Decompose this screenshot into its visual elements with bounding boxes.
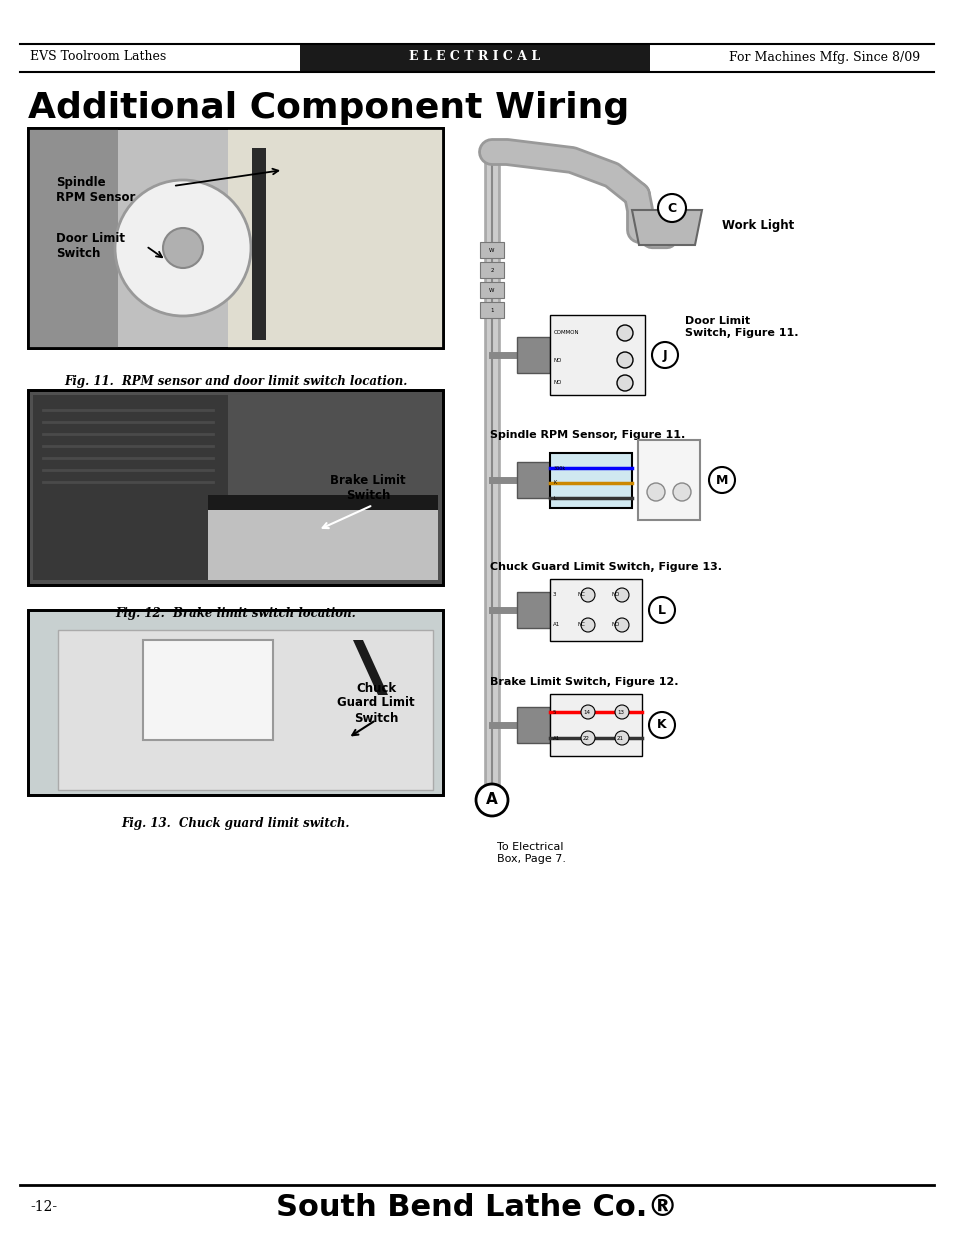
FancyBboxPatch shape [550, 694, 641, 756]
Text: -12-: -12- [30, 1200, 57, 1214]
Text: South Bend Lathe Co.®: South Bend Lathe Co.® [275, 1193, 678, 1221]
Text: 2: 2 [490, 268, 494, 273]
Polygon shape [517, 706, 550, 743]
Text: A: A [486, 793, 497, 808]
Text: Fig. 12.  Brake limit switch location.: Fig. 12. Brake limit switch location. [115, 606, 355, 620]
Text: K: K [657, 719, 666, 731]
Text: M: M [715, 473, 727, 487]
Text: 22: 22 [582, 736, 589, 741]
Circle shape [615, 705, 628, 719]
Text: C: C [667, 201, 676, 215]
Circle shape [617, 375, 633, 391]
Text: W: W [489, 247, 495, 252]
FancyBboxPatch shape [550, 452, 631, 508]
Text: Chuck
Guard Limit
Switch: Chuck Guard Limit Switch [336, 682, 415, 725]
Text: 21: 21 [617, 736, 623, 741]
FancyBboxPatch shape [638, 440, 700, 520]
Text: NO: NO [612, 593, 619, 598]
Text: NO: NO [554, 357, 561, 363]
Circle shape [115, 180, 251, 316]
Text: NC: NC [578, 622, 585, 627]
FancyBboxPatch shape [479, 282, 503, 298]
Polygon shape [228, 128, 442, 348]
Text: NO: NO [554, 380, 561, 385]
Circle shape [615, 588, 628, 601]
Circle shape [658, 194, 685, 222]
Polygon shape [28, 128, 118, 348]
Text: 13: 13 [617, 709, 623, 715]
Circle shape [648, 597, 675, 622]
Text: 14: 14 [582, 709, 589, 715]
Text: 3: 3 [553, 593, 556, 598]
Polygon shape [28, 128, 442, 348]
Circle shape [708, 467, 734, 493]
Text: W: W [489, 288, 495, 293]
Text: Additional Component Wiring: Additional Component Wiring [28, 91, 629, 125]
Polygon shape [33, 395, 228, 580]
Text: K: K [554, 480, 557, 485]
FancyBboxPatch shape [479, 262, 503, 278]
Circle shape [580, 618, 595, 632]
Circle shape [615, 731, 628, 745]
Polygon shape [517, 462, 550, 498]
FancyBboxPatch shape [550, 579, 641, 641]
Text: A1: A1 [553, 736, 559, 741]
Text: A1: A1 [553, 622, 559, 627]
Circle shape [163, 228, 203, 268]
Text: NO: NO [612, 622, 619, 627]
Text: Door Limit
Switch: Door Limit Switch [56, 232, 125, 261]
Polygon shape [58, 630, 433, 790]
Text: To Electrical
Box, Page 7.: To Electrical Box, Page 7. [497, 842, 565, 863]
Text: Spindle
RPM Sensor: Spindle RPM Sensor [56, 177, 135, 204]
Polygon shape [517, 337, 550, 373]
FancyBboxPatch shape [479, 242, 503, 258]
Circle shape [648, 713, 675, 739]
Text: L: L [658, 604, 665, 616]
Polygon shape [208, 495, 437, 510]
Circle shape [617, 325, 633, 341]
Text: For Machines Mfg. Since 8/09: For Machines Mfg. Since 8/09 [728, 51, 919, 63]
FancyBboxPatch shape [143, 640, 273, 740]
Circle shape [617, 352, 633, 368]
Polygon shape [252, 148, 266, 340]
Circle shape [646, 483, 664, 501]
Polygon shape [517, 592, 550, 629]
FancyBboxPatch shape [299, 44, 649, 72]
Text: Brake Limit
Switch: Brake Limit Switch [330, 474, 405, 501]
Circle shape [476, 784, 507, 816]
Text: E L E C T R I C A L: E L E C T R I C A L [409, 51, 540, 63]
Polygon shape [28, 610, 442, 795]
Text: Fig. 11.  RPM sensor and door limit switch location.: Fig. 11. RPM sensor and door limit switc… [64, 374, 407, 388]
Polygon shape [353, 640, 388, 695]
Circle shape [651, 342, 678, 368]
Text: L: L [554, 495, 557, 500]
Circle shape [615, 618, 628, 632]
Text: COMMON: COMMON [554, 331, 579, 336]
Circle shape [580, 588, 595, 601]
Circle shape [580, 731, 595, 745]
Text: Brake Limit Switch, Figure 12.: Brake Limit Switch, Figure 12. [490, 677, 678, 687]
Text: EVS Toolroom Lathes: EVS Toolroom Lathes [30, 51, 166, 63]
Text: Chuck Guard Limit Switch, Figure 13.: Chuck Guard Limit Switch, Figure 13. [490, 562, 721, 572]
Circle shape [580, 705, 595, 719]
FancyBboxPatch shape [479, 303, 503, 317]
Text: 5: 5 [553, 709, 556, 715]
Text: 1: 1 [490, 308, 494, 312]
Polygon shape [631, 210, 701, 245]
Text: J: J [662, 348, 666, 362]
Text: NC: NC [578, 593, 585, 598]
Text: Work Light: Work Light [721, 219, 794, 231]
Polygon shape [28, 390, 442, 585]
Circle shape [672, 483, 690, 501]
Text: Fig. 13.  Chuck guard limit switch.: Fig. 13. Chuck guard limit switch. [121, 816, 350, 830]
Text: Door Limit
Switch, Figure 11.: Door Limit Switch, Figure 11. [684, 316, 798, 338]
Text: Spindle RPM Sensor, Figure 11.: Spindle RPM Sensor, Figure 11. [490, 430, 684, 440]
Text: 300k: 300k [554, 466, 566, 471]
FancyBboxPatch shape [550, 315, 644, 395]
Polygon shape [208, 510, 437, 580]
